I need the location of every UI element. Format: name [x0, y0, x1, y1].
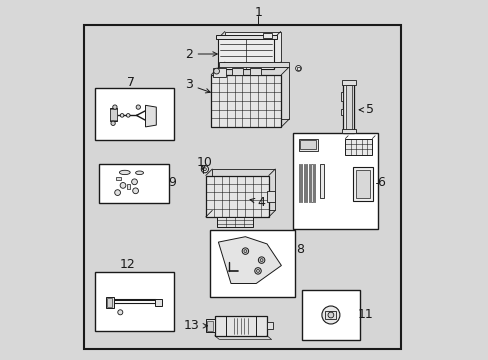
Bar: [116, 177, 121, 180]
Text: 12: 12: [120, 258, 135, 271]
Circle shape: [201, 166, 208, 173]
Bar: [95, 272, 174, 331]
Circle shape: [256, 269, 259, 273]
Bar: [342, 80, 355, 85]
Bar: [325, 311, 336, 319]
Bar: [219, 67, 289, 119]
Bar: [310, 164, 312, 202]
Bar: [215, 36, 277, 39]
Bar: [262, 33, 271, 38]
Text: 1: 1: [254, 6, 262, 19]
Bar: [206, 321, 213, 331]
Bar: [249, 68, 260, 75]
Text: 4: 4: [249, 196, 265, 209]
Circle shape: [260, 259, 263, 261]
Bar: [231, 68, 242, 75]
Bar: [340, 109, 343, 115]
Bar: [218, 38, 274, 69]
Bar: [298, 139, 318, 151]
Text: 10: 10: [197, 156, 212, 169]
Bar: [266, 322, 273, 329]
Bar: [205, 175, 268, 217]
Bar: [308, 164, 309, 202]
Bar: [205, 319, 214, 332]
Bar: [303, 164, 305, 202]
Circle shape: [203, 168, 206, 171]
Bar: [213, 68, 225, 77]
Circle shape: [136, 105, 140, 109]
Bar: [266, 191, 274, 202]
Bar: [126, 184, 130, 189]
Ellipse shape: [119, 170, 130, 175]
Bar: [106, 297, 114, 308]
Bar: [300, 140, 316, 149]
Bar: [224, 32, 280, 62]
Circle shape: [113, 105, 117, 109]
Bar: [320, 164, 324, 198]
Bar: [313, 164, 314, 202]
Circle shape: [254, 268, 261, 274]
Text: 5: 5: [359, 103, 373, 116]
Text: 6: 6: [376, 176, 384, 189]
Circle shape: [120, 183, 125, 188]
Bar: [211, 75, 281, 127]
Bar: [109, 108, 117, 121]
Bar: [95, 88, 174, 140]
Text: 11: 11: [357, 309, 372, 321]
Circle shape: [120, 114, 123, 117]
Bar: [340, 92, 343, 101]
Circle shape: [118, 310, 122, 315]
Bar: [110, 109, 117, 120]
Bar: [214, 316, 266, 336]
Bar: [210, 230, 294, 297]
Bar: [345, 139, 371, 155]
Text: 3: 3: [184, 78, 210, 93]
Bar: [305, 164, 307, 202]
Bar: [352, 167, 372, 201]
Circle shape: [132, 188, 138, 194]
Text: 13: 13: [183, 319, 207, 332]
Bar: [296, 67, 300, 70]
Circle shape: [295, 66, 301, 71]
Bar: [301, 164, 302, 202]
Polygon shape: [218, 237, 281, 284]
Circle shape: [131, 179, 137, 185]
Bar: [106, 298, 112, 307]
Circle shape: [213, 68, 219, 74]
Circle shape: [327, 312, 333, 318]
Bar: [292, 133, 377, 229]
Bar: [343, 83, 354, 133]
Bar: [99, 164, 168, 203]
Bar: [212, 169, 275, 210]
Bar: [341, 129, 355, 133]
Circle shape: [258, 257, 264, 264]
Bar: [217, 217, 253, 227]
Bar: [219, 63, 289, 67]
Bar: [154, 299, 162, 306]
Bar: [355, 170, 369, 198]
Circle shape: [126, 114, 130, 117]
Text: 9: 9: [168, 176, 176, 189]
Circle shape: [115, 190, 120, 195]
Bar: [84, 25, 400, 349]
Circle shape: [244, 250, 246, 253]
Polygon shape: [145, 105, 156, 127]
Text: 2: 2: [184, 48, 217, 60]
Bar: [298, 164, 299, 202]
Bar: [302, 290, 359, 340]
Circle shape: [321, 306, 339, 324]
Text: 7: 7: [127, 76, 135, 89]
Circle shape: [242, 248, 248, 254]
Bar: [345, 85, 351, 131]
Ellipse shape: [135, 171, 143, 175]
Text: 8: 8: [296, 243, 304, 256]
Circle shape: [111, 121, 115, 126]
